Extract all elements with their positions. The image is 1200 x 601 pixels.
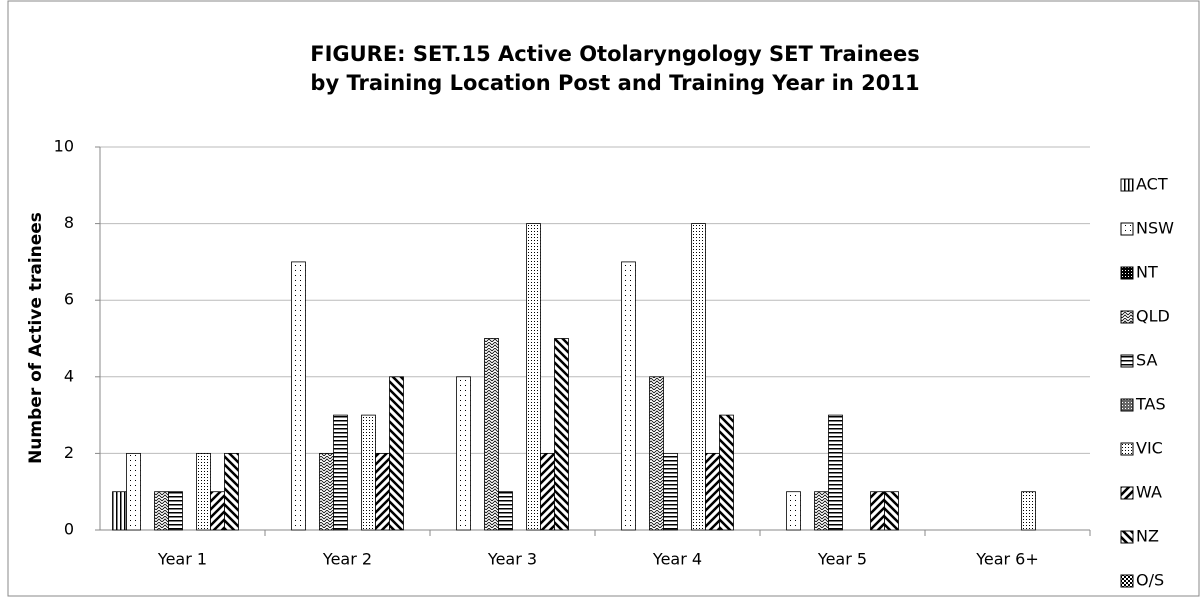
y-tick-label: 4: [64, 366, 74, 385]
bar: [389, 376, 404, 531]
legend-label: NZ: [1136, 527, 1159, 546]
bar: [621, 261, 636, 531]
bar: [112, 491, 127, 531]
bar: [456, 376, 471, 531]
bar: [224, 452, 239, 531]
legend-swatch: [1120, 574, 1134, 588]
legend-swatch: [1120, 310, 1134, 324]
y-tick-label: 6: [64, 290, 74, 309]
x-tick-label: Year 4: [652, 550, 702, 569]
bar: [540, 452, 555, 531]
bar: [319, 452, 334, 531]
bar: [196, 452, 211, 531]
bar: [705, 452, 720, 531]
bar: [333, 414, 348, 531]
legend-label: ACT: [1136, 175, 1168, 194]
legend-swatch: [1120, 442, 1134, 456]
bar: [361, 414, 376, 531]
bar: [884, 491, 899, 531]
bar: [291, 261, 306, 531]
x-tick-label: Year 3: [487, 550, 537, 569]
x-tick-label: Year 1: [157, 550, 207, 569]
x-tick-label: Year 6+: [975, 550, 1039, 569]
legend-swatch: [1120, 530, 1134, 544]
bar: [649, 376, 664, 531]
legend-label: NSW: [1136, 219, 1174, 238]
y-tick-label: 10: [54, 137, 74, 156]
legend-swatch: [1120, 398, 1134, 412]
y-tick-label: 2: [64, 443, 74, 462]
y-tick-label: 8: [64, 213, 74, 232]
chart-title: FIGURE: SET.15 Active Otolaryngology SET…: [310, 42, 920, 66]
bar: [719, 414, 734, 531]
bar: [554, 338, 569, 531]
x-tick-label: Year 2: [322, 550, 372, 569]
bar: [870, 491, 885, 531]
y-axis-label: Number of Active trainees: [26, 212, 46, 464]
legend-swatch: [1120, 486, 1134, 500]
legend-label: NT: [1136, 263, 1158, 282]
bar: [814, 491, 829, 531]
chart-title: by Training Location Post and Training Y…: [310, 71, 919, 95]
bar: [498, 491, 513, 531]
legend-swatch: [1120, 222, 1134, 236]
bar: [168, 491, 183, 531]
bar: [154, 491, 169, 531]
bar: [828, 414, 843, 531]
bar: [484, 338, 499, 531]
bar: [526, 223, 541, 531]
legend-swatch: [1120, 354, 1134, 368]
legend-swatch: [1120, 266, 1134, 280]
legend-label: O/S: [1136, 571, 1164, 590]
legend-swatch: [1120, 178, 1134, 192]
legend-label: TAS: [1135, 395, 1166, 414]
bar: [126, 452, 141, 531]
legend-label: SA: [1136, 351, 1157, 370]
bar: [210, 491, 225, 531]
legend-label: WA: [1136, 483, 1162, 502]
bar: [786, 491, 801, 531]
legend-label: QLD: [1136, 307, 1170, 326]
legend-label: VIC: [1136, 439, 1163, 458]
bar: [691, 223, 706, 531]
x-tick-label: Year 5: [817, 550, 867, 569]
bar: [1021, 491, 1036, 531]
bar: [663, 452, 678, 531]
bar: [375, 452, 390, 531]
y-tick-label: 0: [64, 520, 74, 539]
